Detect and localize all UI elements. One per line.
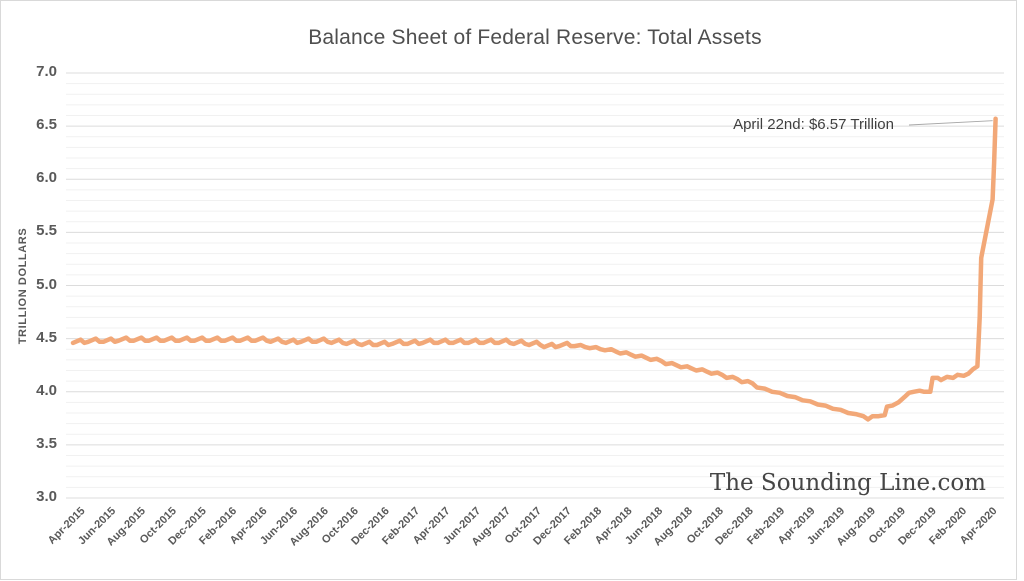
y-tick-label: 6.0 (36, 169, 57, 187)
y-tick-label: 6.5 (36, 116, 57, 134)
y-tick-label: 4.0 (36, 381, 57, 399)
y-tick-label: 3.0 (36, 488, 57, 505)
annotation-label: April 22nd: $6.57 Trillion (733, 116, 894, 133)
total-assets-line (70, 116, 998, 422)
y-tick-label: 5.5 (36, 222, 57, 240)
annotation-leader-line (908, 120, 993, 126)
y-tick-label: 5.0 (36, 275, 57, 293)
chart-title: Balance Sheet of Federal Reserve: Total … (308, 26, 762, 49)
y-tick-label: 3.5 (36, 434, 57, 452)
y-tick-label: 4.5 (36, 328, 57, 346)
y-tick-label: 7.0 (36, 63, 57, 80)
watermark: The Sounding Line.com (709, 470, 986, 496)
